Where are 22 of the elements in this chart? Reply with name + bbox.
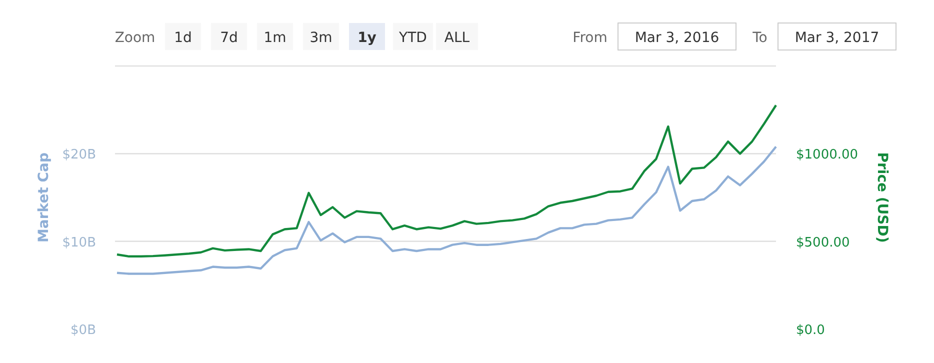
y2-tick-label: $500.00 <box>796 235 850 250</box>
y-tick-label: $10B <box>62 235 96 250</box>
text: From <box>572 30 608 46</box>
text: Mar 3, 2016 <box>634 30 720 46</box>
text: Zoom <box>114 30 156 46</box>
text: YTD <box>398 30 427 46</box>
text: To <box>752 30 768 46</box>
text: 7d <box>220 30 238 46</box>
text: ALL <box>444 30 470 46</box>
text: Mar 3, 2017 <box>794 30 880 46</box>
line-series <box>116 104 778 258</box>
y2-axis-title: Price (USD) <box>874 152 890 243</box>
y-tick-label: $0B <box>70 323 96 338</box>
line-series <box>116 146 778 275</box>
y2-tick-label: $0.0 <box>796 323 825 338</box>
y-tick-label: $20B <box>62 148 96 163</box>
text: 1d <box>174 30 192 46</box>
text: 1m <box>264 30 286 46</box>
text: 3m <box>310 30 332 46</box>
y2-tick-label: $1000.00 <box>796 148 858 163</box>
text: 1y <box>358 30 376 46</box>
y-axis-title: Market Cap <box>36 152 52 243</box>
